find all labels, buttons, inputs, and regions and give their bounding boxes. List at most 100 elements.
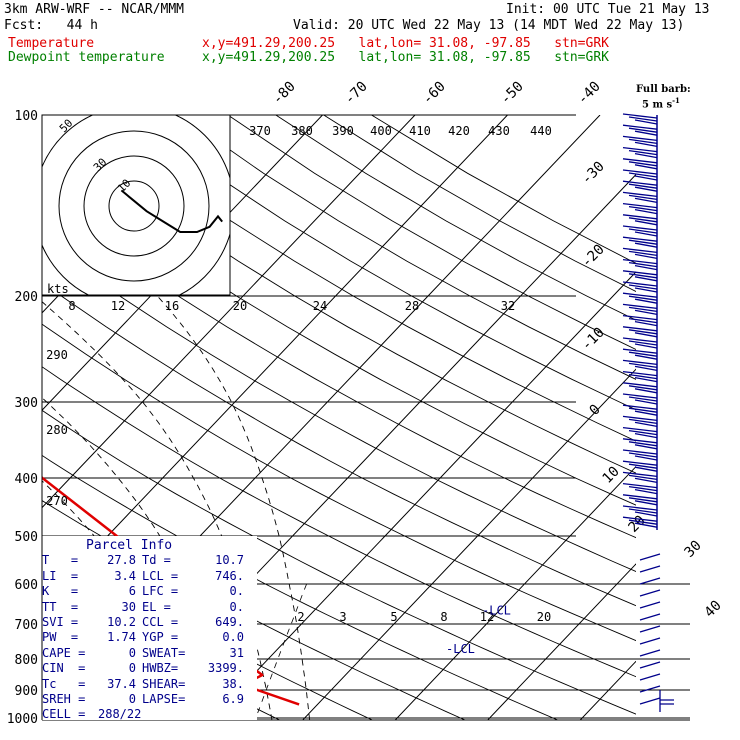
wind-legend-unit-exponent: -1: [672, 96, 680, 105]
isotherm-line: [42, 115, 416, 509]
isotherm-line: [394, 465, 636, 720]
isotherm-label: -50: [498, 79, 527, 108]
dry-adiabat: [84, 115, 636, 442]
dry-adiabat: [42, 323, 636, 642]
theta-label: 420: [448, 124, 470, 138]
parcel-param-value: 0.: [229, 584, 244, 599]
mixing-ratio-label: 5: [390, 610, 397, 624]
parcel-param-value: 10.7: [215, 553, 244, 568]
pressure-tick-label: 1000: [7, 712, 38, 727]
moist-adiabat: [157, 295, 311, 720]
wind-barb: [622, 516, 658, 528]
pressure-tick-label: 200: [15, 290, 38, 305]
parcel-param-value: 37.4: [107, 676, 136, 691]
parcel-info-row: CIN = 0 HWBZ= 3399.: [42, 661, 257, 676]
mixing-ratio-label: 2: [297, 610, 304, 624]
hodograph-speed-label: 16: [165, 299, 179, 313]
dry-adiabat: [275, 115, 636, 321]
dry-adiabat: [323, 115, 636, 292]
theta-label: 380: [291, 124, 313, 138]
parcel-param-name: LFC =: [142, 584, 179, 599]
dry-adiabat: [371, 115, 636, 264]
parcel-param-value: 6.9: [222, 692, 244, 707]
parcel-param-value: 746.: [215, 568, 244, 583]
wind-barb: [639, 565, 661, 573]
wind-barb: [622, 449, 658, 461]
parcel-param-name: CCL =: [142, 615, 179, 630]
dry-adiabat: [42, 281, 636, 607]
parcel-param-name: SHEAR=: [142, 676, 186, 691]
parcel-info-row: TT = 30 EL = 0.: [42, 600, 257, 615]
mixing-ratio-label: 8: [440, 610, 447, 624]
isotherm-line: [42, 115, 508, 606]
isotherm-line: [42, 115, 46, 119]
wind-barb: [639, 673, 661, 681]
parcel-param-name: YGP =: [142, 630, 179, 645]
isotherm-label: 40: [702, 598, 725, 621]
parcel-info-row: SREH = 0 LAPSE= 6.9: [42, 692, 257, 707]
pressure-tick-label: 900: [15, 684, 38, 699]
isotherm-label: -10: [579, 325, 608, 354]
hodograph-speed-unit: kts: [47, 282, 69, 296]
parcel-param-value: 649.: [215, 615, 244, 630]
pressure-tick-label: 400: [15, 472, 38, 487]
isotherm-label: -80: [270, 79, 299, 108]
wind-barb: [639, 685, 661, 693]
wind-barb: [622, 158, 658, 170]
hodograph-speed-label: 12: [111, 299, 125, 313]
wind-legend: Full barb: 5 m s-1: [636, 84, 691, 110]
parcel-param-value: 31: [229, 645, 244, 660]
parcel-param-value: 288/22: [98, 707, 142, 722]
mixing-ratio-label: 12: [480, 610, 494, 624]
dry-adiabat: [0, 115, 21, 731]
parcel-param-value: 0: [128, 645, 136, 660]
parcel-info-row: CELL = 288/22: [42, 707, 257, 722]
wind-barb: [622, 225, 658, 237]
dewpoint-location: x,y=491.29,200.25 lat,lon= 31.08, -97.85…: [202, 50, 609, 65]
parcel-param-value: 38.: [222, 676, 244, 691]
isotherm-label: 10: [600, 464, 623, 487]
valid-time: Valid: 20 UTC Wed 22 May 13 (14 MDT Wed …: [293, 18, 685, 33]
wind-barb: [622, 505, 658, 517]
hodograph-speed-label: 24: [313, 299, 327, 313]
theta-label: 410: [409, 124, 431, 138]
pressure-tick-label: 600: [15, 578, 38, 593]
parcel-param-value: 3399.: [207, 661, 244, 676]
parcel-param-name: LI =: [42, 568, 79, 583]
dry-adiabat: [42, 239, 636, 573]
temperature-legend: Temperature: [8, 36, 95, 51]
parcel-param-value: 10.2: [107, 615, 136, 630]
parcel-param-name: CIN =: [42, 661, 86, 676]
parcel-param-value: 1.74: [107, 630, 136, 645]
wind-barb: [639, 697, 661, 705]
parcel-param-name: PW =: [42, 630, 79, 645]
parcel-param-name: T =: [42, 553, 79, 568]
parcel-param-name: SWEAT=: [142, 645, 186, 660]
wind-barb: [622, 415, 658, 428]
parcel-info-background: [42, 536, 257, 720]
wind-barb: [639, 589, 661, 597]
wind-barb: [622, 236, 658, 248]
wind-barb: [639, 613, 661, 621]
dry-adiabat: [227, 115, 636, 350]
hodograph-trace: [120, 189, 223, 233]
hodograph-ring: [108, 180, 160, 232]
wind-barb: [622, 270, 658, 282]
pressure-tick-label: 100: [15, 109, 38, 124]
wind-barb: [622, 247, 658, 260]
parcel-param-value: 0: [128, 692, 136, 707]
parcel-param-name: K =: [42, 584, 79, 599]
parcel-info-text: Parcel Info T = 27.8 Td = 10.7 LI = 3.4 LCL = 7…: [42, 538, 257, 723]
wind-barb: [622, 303, 658, 316]
parcel-info-row: T = 27.8 Td = 10.7: [42, 553, 257, 568]
wind-barb: [622, 202, 658, 215]
parcel-param-value: 0.: [229, 599, 244, 614]
wind-barb: [622, 370, 658, 383]
theta-label: 370: [249, 124, 271, 138]
wind-barb: [622, 438, 658, 450]
pressure-tick-label: 700: [15, 618, 38, 633]
parcel-info-panel: [42, 536, 257, 720]
isotherm-line: [302, 368, 636, 720]
isotherm-label: 30: [682, 538, 705, 561]
